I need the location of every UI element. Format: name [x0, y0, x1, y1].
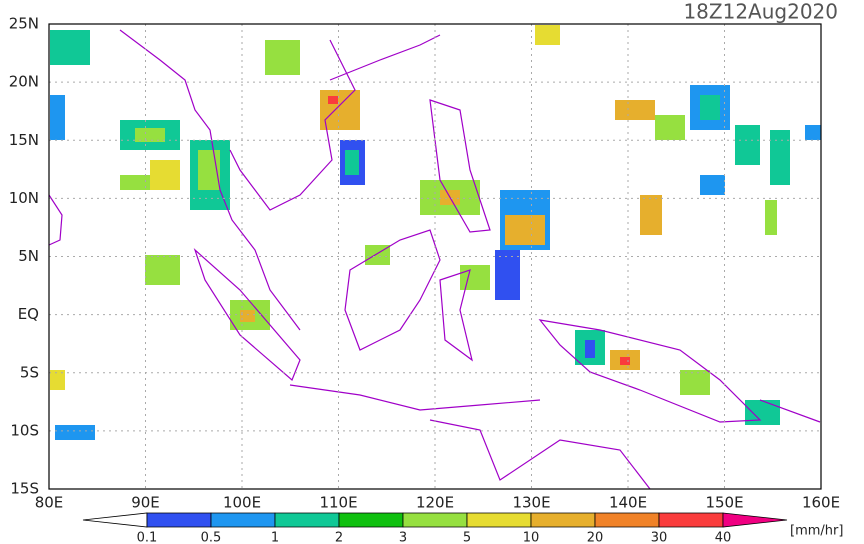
colorbar-label: 2: [335, 531, 343, 544]
lat-label: 10S: [10, 421, 39, 439]
colorbar-label: 0.5: [201, 531, 222, 544]
lat-label: 15S: [10, 480, 39, 498]
colorbar-segment: [338, 512, 404, 528]
colorbar-label: 20: [587, 531, 604, 544]
colorbar-label: 3: [399, 531, 407, 544]
colorbar-label: 30: [651, 531, 668, 544]
colorbar-label: 0.1: [137, 531, 158, 544]
lat-label: 5N: [18, 247, 39, 265]
rain-patches: [50, 25, 821, 440]
colorbar-segment: [722, 512, 788, 528]
lat-label: 10N: [9, 189, 39, 207]
lon-label: 100E: [223, 494, 261, 512]
colorbar-label: 5: [463, 531, 471, 544]
colorbar-label: 40: [715, 531, 732, 544]
colorbar-unit: [mm/hr]: [790, 524, 843, 539]
colorbar: 0.1 0.5 1 2 3 5 10 20 30 40: [82, 512, 788, 544]
colorbar-label: 10: [523, 531, 540, 544]
grid: [48, 23, 822, 490]
colorbar-segment: [658, 512, 724, 528]
lon-label: 140E: [609, 494, 647, 512]
lat-label: 20N: [9, 73, 39, 91]
lon-label: 80E: [35, 494, 64, 512]
colorbar-segment: [594, 512, 660, 528]
lat-label: EQ: [18, 305, 39, 323]
coastlines: [48, 29, 821, 490]
axis-labels: 80E 90E 100E 110E 120E 130E 140E 150E 160E 25N 20N…: [9, 15, 840, 512]
colorbar-label: 1: [271, 531, 279, 544]
colorbar-segment: [274, 512, 340, 528]
lat-label: 15N: [9, 131, 39, 149]
lat-label: 25N: [9, 15, 39, 33]
lon-label: 130E: [512, 494, 550, 512]
colorbar-segment: [466, 512, 532, 528]
colorbar-segment: [146, 512, 212, 528]
lon-label: 90E: [131, 494, 160, 512]
lon-label: 120E: [416, 494, 454, 512]
lon-label: 160E: [802, 494, 840, 512]
colorbar-segment: [210, 512, 276, 528]
lat-label: 5S: [20, 363, 39, 381]
map-title: 18Z12Aug2020: [683, 0, 838, 24]
lon-label: 110E: [319, 494, 357, 512]
map-frame: [48, 23, 822, 490]
lon-label: 150E: [705, 494, 743, 512]
colorbar-segment: [530, 512, 596, 528]
colorbar-segment: [402, 512, 468, 528]
